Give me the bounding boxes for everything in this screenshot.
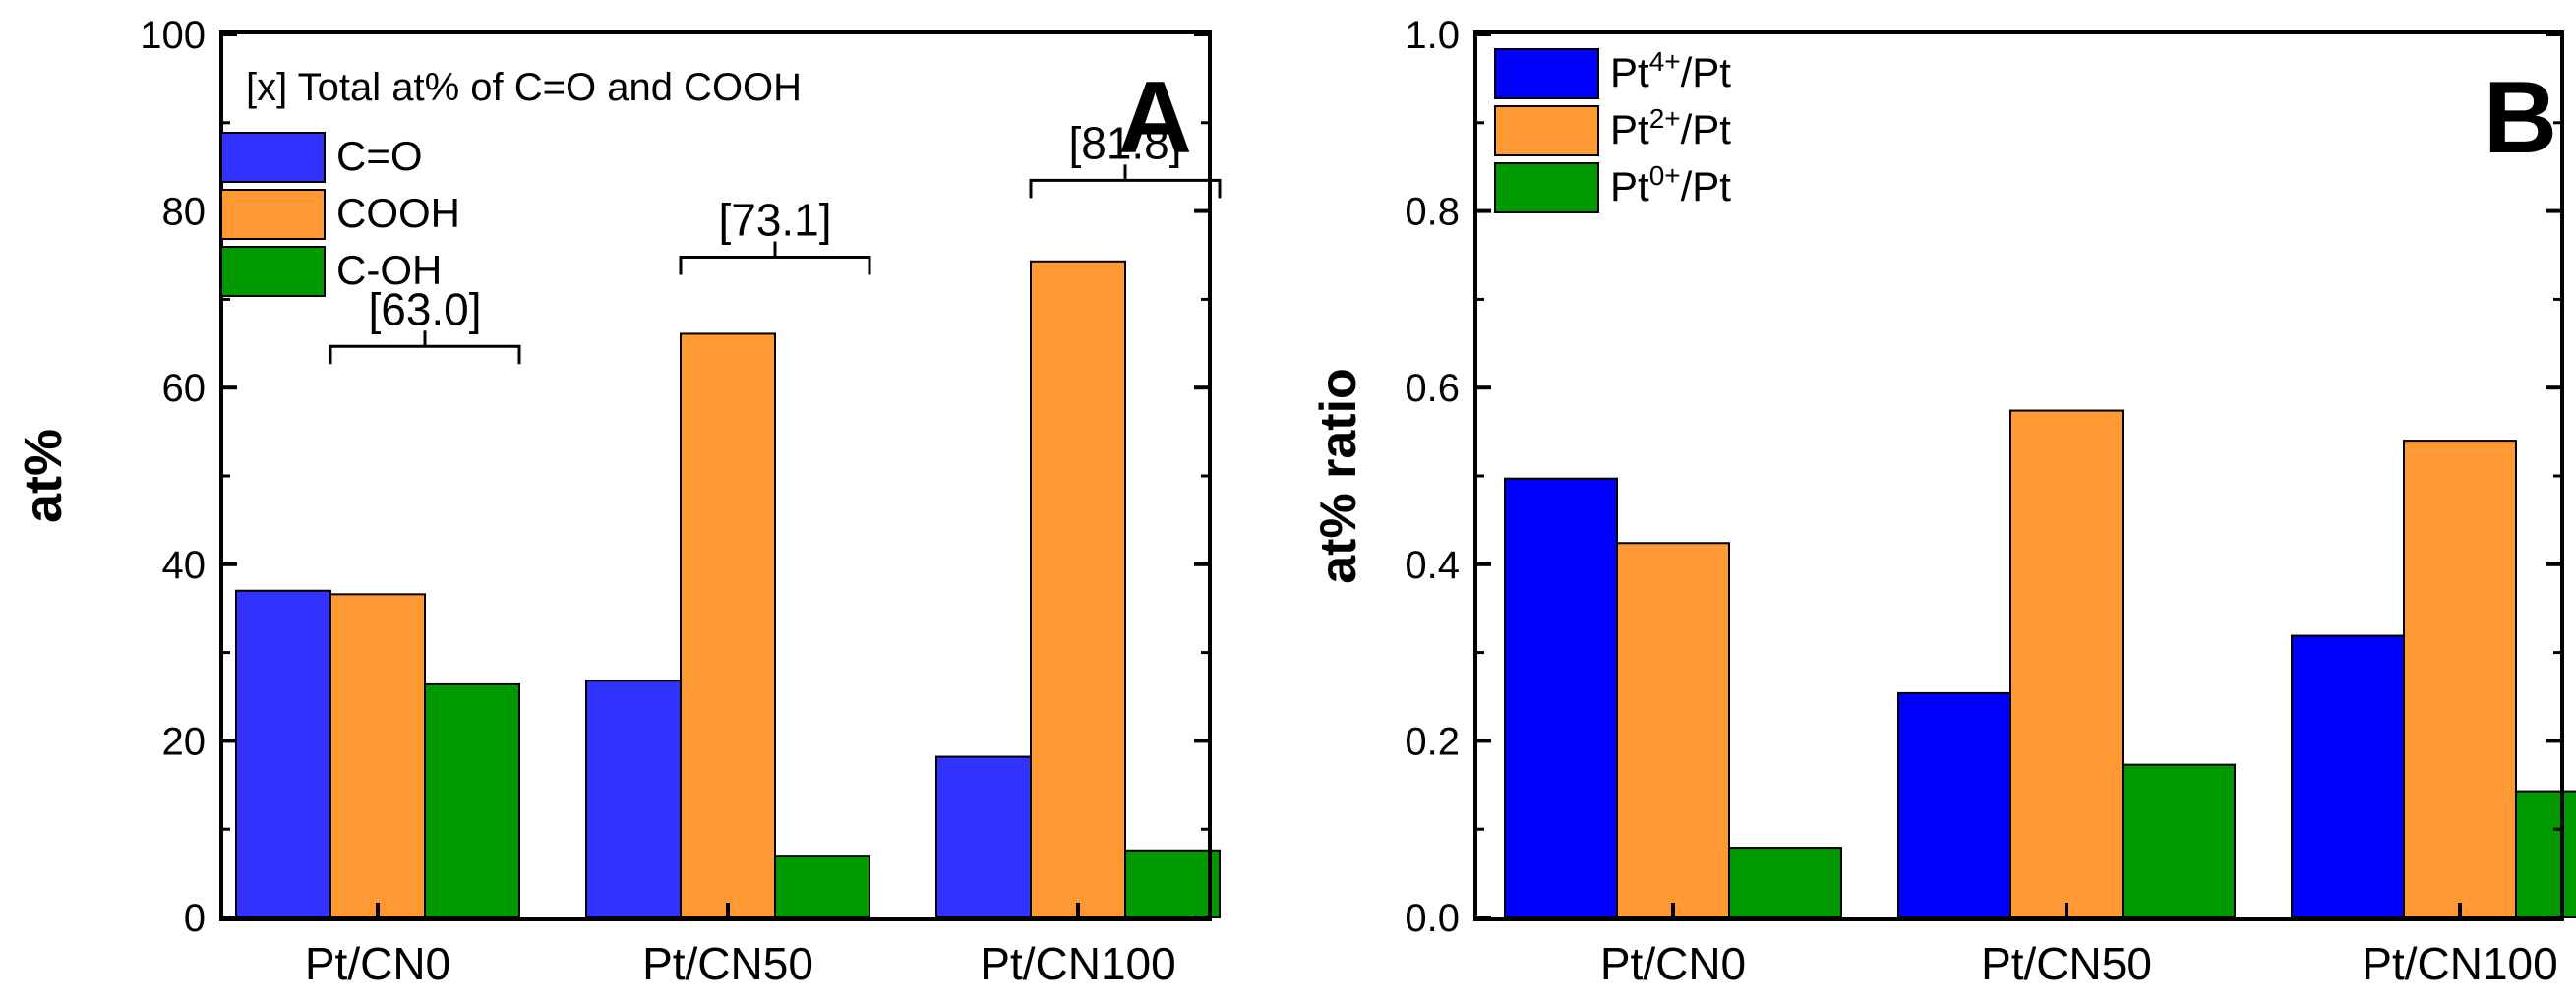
panel-b-bar-pt4-pt-pt-cn50 bbox=[1897, 691, 2011, 919]
panel-a-bracket-label-pt-cn50: [73.1] bbox=[718, 195, 831, 246]
panel-a-y-tick-label: 20 bbox=[162, 720, 207, 763]
panel-a-bar-c-o-pt-cn50 bbox=[585, 680, 682, 918]
panel-a-letter: A bbox=[1118, 61, 1192, 175]
panel-a-legend-swatch-c-oh bbox=[220, 246, 326, 297]
panel-b-legend: Pt4+/Pt Pt2+/Pt Pt0+/Pt bbox=[1494, 46, 1731, 213]
panel-a-x-ticks: Pt/CN0 Pt/CN50 Pt/CN100 bbox=[305, 903, 1176, 989]
panel-a-bracket-label-pt-cn100: [81.8] bbox=[1068, 117, 1181, 168]
panel-a-bracket-pt-cn50 bbox=[679, 241, 871, 275]
panel-b-legend-swatch-pt4-pt bbox=[1494, 48, 1599, 99]
panel-a-brackets: [63.0] [73.1] [81.8] bbox=[329, 117, 1222, 365]
panel-b-y-ticks: 0.0 0.2 0.4 0.6 0.8 1.0 bbox=[1405, 14, 2562, 940]
panel-b-letter: B bbox=[2484, 61, 2557, 175]
panel-b-bar-pt4-pt-pt-cn0 bbox=[1504, 477, 1618, 918]
panel-b-y-tick-label: 0.2 bbox=[1405, 720, 1460, 763]
panel-b-y-tick-label: 1.0 bbox=[1405, 14, 1460, 57]
panel-b-bar-pt2-pt-pt-cn100 bbox=[2403, 440, 2517, 918]
panel-b-y-tick-label: 0.4 bbox=[1405, 544, 1460, 587]
panel-a-y-tick-label: 40 bbox=[162, 544, 207, 587]
panel-a-y-tick-label: 80 bbox=[162, 191, 207, 234]
panel-a-bracket-pt-cn0 bbox=[329, 330, 521, 365]
panel-a-x-tick-label-pt-cn50: Pt/CN50 bbox=[642, 938, 813, 989]
panel-a-x-tick-label-pt-cn100: Pt/CN100 bbox=[980, 938, 1175, 989]
panel-b-y-tick-label: 0.6 bbox=[1405, 367, 1460, 410]
panel-b-bars bbox=[1504, 409, 2576, 919]
panel-a-y-tick-label: 0 bbox=[184, 897, 206, 940]
panel-a-legend-swatch-cooh bbox=[220, 189, 326, 240]
panel-a-legend-note: [x] Total at% of C=O and COOH bbox=[246, 66, 802, 109]
panel-a-bar-cooh-pt-cn100 bbox=[1030, 260, 1126, 918]
panel-b-x-tick-label-pt-cn50: Pt/CN50 bbox=[1981, 938, 2152, 989]
panel-a-legend-label-c-oh: C-OH bbox=[336, 247, 442, 293]
panel-a-bracket-label-pt-cn0: [63.0] bbox=[368, 283, 481, 334]
panel-a-x-tick-label-pt-cn0: Pt/CN0 bbox=[305, 938, 450, 989]
panel-b-legend-swatch-pt0-pt bbox=[1494, 162, 1599, 213]
panel-b-y-tick-label: 0.8 bbox=[1405, 191, 1460, 234]
panel-b-bar-pt2-pt-pt-cn50 bbox=[2009, 409, 2124, 919]
panel-b-x-tick-label-pt-cn0: Pt/CN0 bbox=[1600, 938, 1746, 989]
panel-b-legend-label-pt0-pt: Pt0+/Pt bbox=[1610, 160, 1731, 209]
panel-b-bar-pt0-pt-pt-cn100 bbox=[2515, 790, 2576, 918]
panel-a-bracket-pt-cn100 bbox=[1029, 164, 1222, 199]
panel-a-y-tick-label: 60 bbox=[162, 367, 207, 410]
panel-a-legend: C=O COOH C-OH bbox=[220, 132, 460, 297]
panel-b-bar-pt2-pt-pt-cn0 bbox=[1616, 542, 1730, 918]
panel-b: 0.0 0.2 0.4 0.6 0.8 1.0 Pt/CN0 Pt/CN50 Pt/CN100… bbox=[1310, 14, 2576, 989]
panel-a-y-ticks: 0 20 40 60 80 100 bbox=[140, 14, 1210, 940]
panel-a-bar-cooh-pt-cn50 bbox=[680, 332, 776, 918]
panel-b-legend-swatch-pt2-pt bbox=[1494, 105, 1599, 156]
panel-b-y-axis-title: at% ratio bbox=[1310, 368, 1367, 584]
panel-a-legend-label-c-o: C=O bbox=[336, 133, 423, 179]
panel-b-x-tick-label-pt-cn100: Pt/CN100 bbox=[2362, 938, 2557, 989]
panel-a-bar-c-o-pt-cn0 bbox=[235, 589, 331, 918]
panel-a-bar-c-oh-pt-cn100 bbox=[1124, 849, 1221, 919]
panel-a-legend-label-cooh: COOH bbox=[336, 190, 460, 236]
panel-b-bar-pt4-pt-pt-cn100 bbox=[2291, 634, 2405, 919]
panel-b-legend-label-pt2-pt: Pt2+/Pt bbox=[1610, 103, 1731, 152]
panel-a-y-axis-title: at% bbox=[14, 429, 73, 523]
panel-b-bar-pt0-pt-pt-cn0 bbox=[1728, 847, 1842, 918]
panel-a-bars bbox=[235, 260, 1221, 919]
panel-a-bar-c-oh-pt-cn0 bbox=[424, 682, 520, 918]
panel-a-bar-c-o-pt-cn100 bbox=[935, 755, 1032, 919]
panel-b-legend-label-pt4-pt: Pt4+/Pt bbox=[1610, 46, 1731, 95]
panel-a-bar-c-oh-pt-cn50 bbox=[774, 855, 870, 919]
panel-a-legend-swatch-c-o bbox=[220, 132, 326, 183]
panel-b-bar-pt0-pt-pt-cn50 bbox=[2122, 763, 2236, 918]
panel-b-x-ticks: Pt/CN0 Pt/CN50 Pt/CN100 bbox=[1600, 903, 2558, 989]
panel-a-y-tick-label: 100 bbox=[140, 14, 206, 57]
panel-b-y-tick-label: 0.0 bbox=[1405, 897, 1460, 940]
panel-a-bar-cooh-pt-cn0 bbox=[329, 593, 426, 918]
